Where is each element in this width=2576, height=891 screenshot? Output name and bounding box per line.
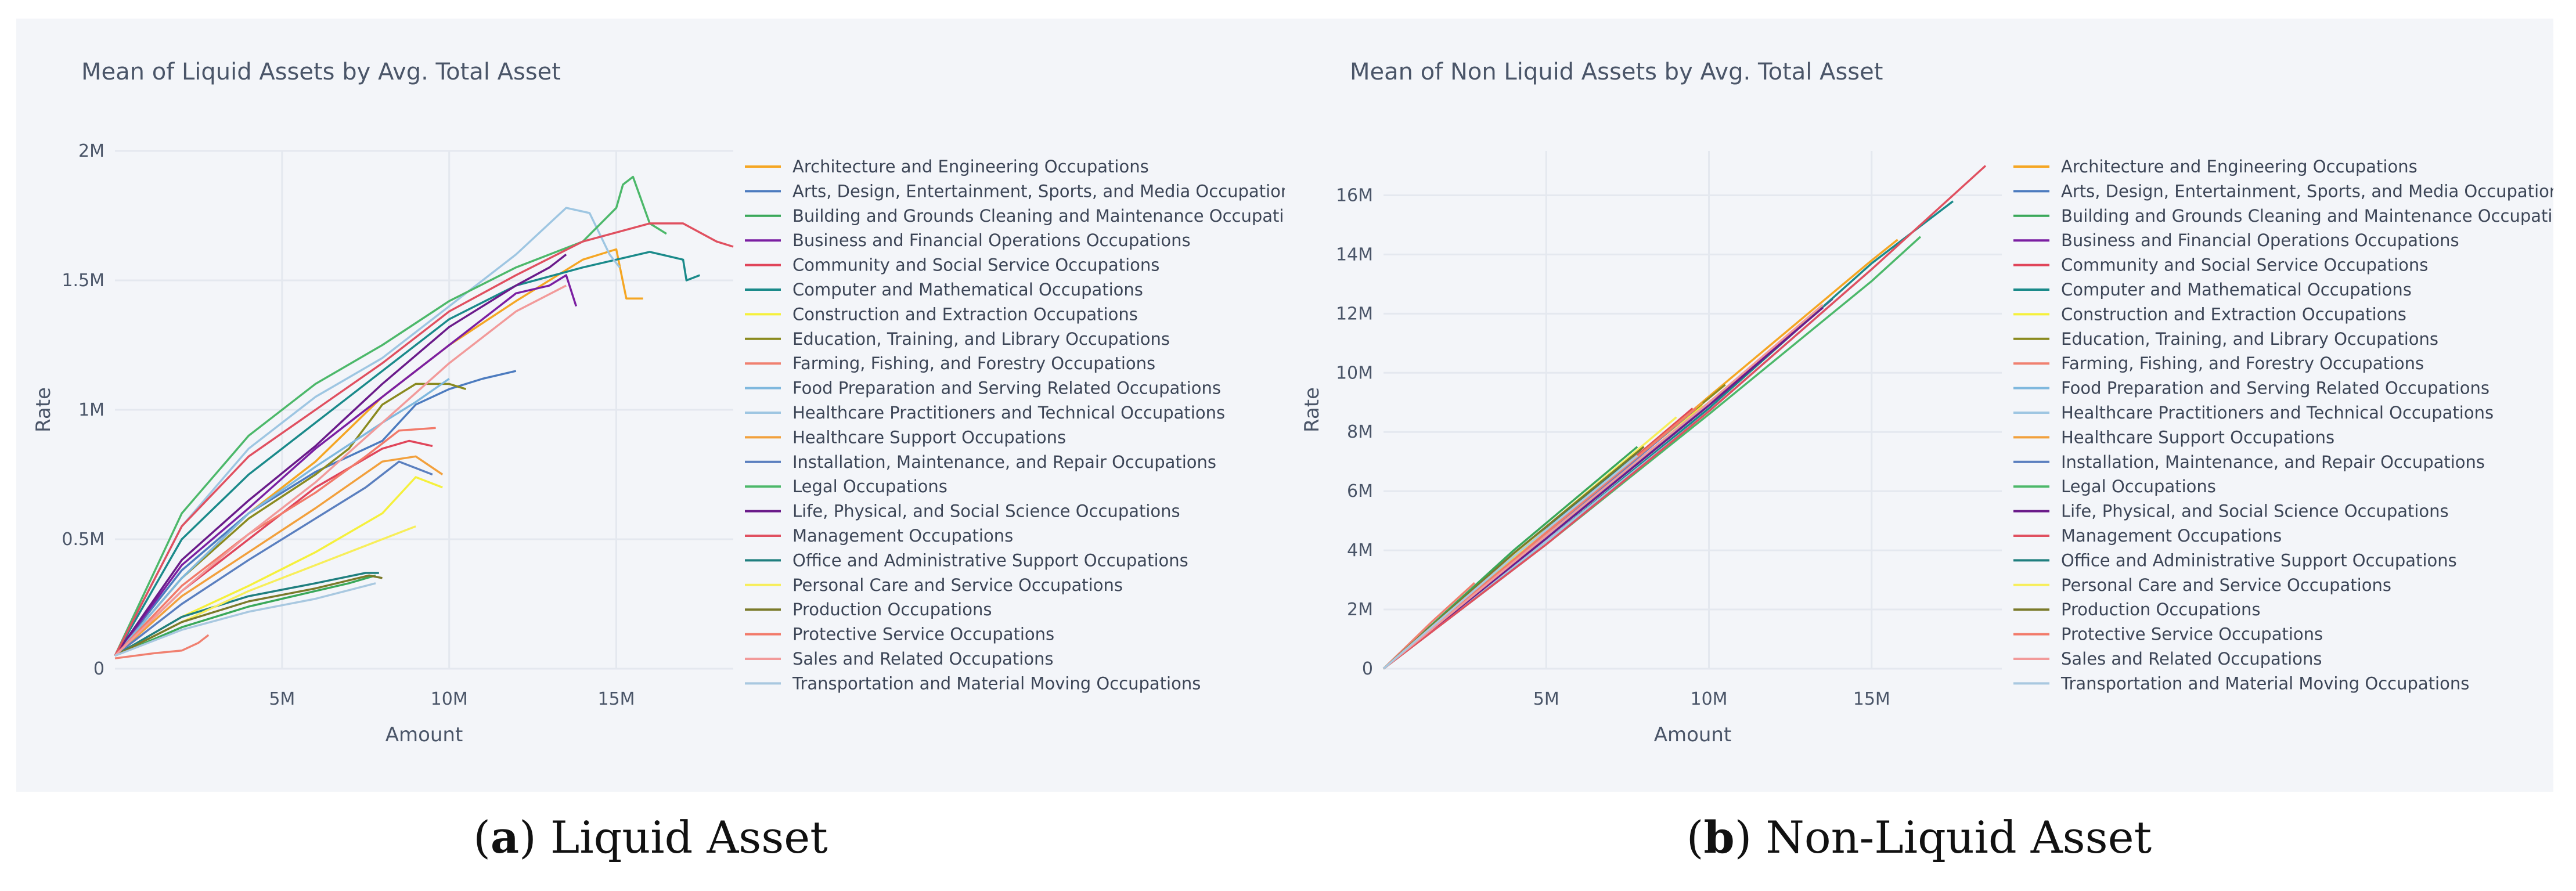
chart1-series-line-15 [1382,165,1987,670]
chart0-legend-label-16: Office and Administrative Support Occupa… [792,550,1188,570]
chart0-series-line-16 [114,572,379,657]
chart0-series-line-8 [114,634,210,659]
chart0-y-tick-label-2: 1M [78,400,105,420]
chart0-legend-label-2: Building and Grounds Cleaning and Mainte… [792,206,1285,226]
chart0-series-line-7 [114,383,467,656]
chart0-legend-label-15: Management Occupations [792,526,1013,546]
chart1-legend-label-15: Management Occupations [2061,526,2282,546]
chart0-legend-label-1: Arts, Design, Entertainment, Sports, and… [792,181,1285,201]
chart0-legend-label-10: Healthcare Practitioners and Technical O… [792,403,1225,423]
chart1-series-line-20 [1382,304,1824,670]
chart0-series-line-15 [114,222,734,656]
chart0-legend-label-18: Production Occupations [792,600,992,619]
chart1-x-tick-label-1: 10M [1690,689,1727,709]
chart1-y-tick-label-2: 4M [1347,540,1373,561]
chart1-legend-label-2: Building and Grounds Cleaning and Mainte… [2061,206,2553,226]
chart0-series-line-1 [114,370,517,656]
chart1-legend-label-7: Education, Training, and Library Occupat… [2061,329,2438,349]
chart0-x-tick-label-0: 5M [269,689,295,709]
chart0-y-axis-label: Rate [32,387,55,432]
chart0-title: Mean of Liquid Assets by Avg. Total Asse… [81,59,561,85]
chart0-legend-label-3: Business and Financial Operations Occupa… [792,230,1191,250]
chart0-legend-label-8: Farming, Fishing, and Forestry Occupatio… [792,353,1155,373]
chart0-legend-label-7: Education, Training, and Library Occupat… [792,329,1170,349]
chart1-y-tick-label-6: 12M [1336,304,1373,324]
chart0-legend-label-5: Computer and Mathematical Occupations [792,280,1143,300]
chart1-y-tick-label-4: 8M [1347,422,1373,442]
chart0-legend-label-14: Life, Physical, and Social Science Occup… [792,502,1180,521]
chart1-series-line-21 [1382,454,1638,670]
chart0-series-line-12 [114,460,433,657]
chart1-x-axis-label: Amount [1654,723,1732,746]
non-liquid-assets-chart: 5M 10M 15M 0 2M 4M 6M 8M 10M 12M 14M 16M Mean of Non… [1300,59,2553,746]
chart0-series-line-2 [114,574,376,657]
chart0-series-line-9 [114,378,450,656]
chart1-legend-label-16: Office and Administrative Support Occupa… [2061,550,2457,570]
chart1-legend-label-18: Production Occupations [2061,600,2260,619]
chart1-legend-label-19: Protective Service Occupations [2061,625,2323,644]
chart1-y-tick-label-8: 16M [1336,185,1373,205]
liquid-assets-chart-panel: 5M 10M 15M 0 0.5M 1M 1.5M 2M Mean of Liquid Asse… [16,19,1285,792]
chart1-legend-label-14: Life, Physical, and Social Science Occup… [2061,502,2449,521]
chart1-legend-label-8: Farming, Fishing, and Forestry Occupatio… [2061,353,2424,373]
caption-non-liquid-asset: (b) Non-Liquid Asset [1686,811,2152,863]
chart1-y-axis-label: Rate [1300,387,1324,432]
chart0-y-tick-label-1: 0.5M [62,529,105,550]
chart1-x-tick-label-2: 15M [1853,689,1890,709]
chart1-legend-label-0: Architecture and Engineering Occupations [2061,157,2418,176]
chart1-y-tick-label-7: 14M [1336,244,1373,265]
chart0-series-line-6 [114,476,443,657]
chart0-legend-label-17: Personal Care and Service Occupations [792,575,1123,595]
chart1-legend-label-3: Business and Financial Operations Occupa… [2061,230,2459,250]
caption-liquid-asset: (a) Liquid Asset [473,811,828,863]
chart1-legend-label-6: Construction and Extraction Occupations [2061,304,2406,324]
chart0-x-tick-label-2: 15M [597,689,635,709]
chart0-legend-label-6: Construction and Extraction Occupations [792,304,1138,324]
chart1-legend-label-21: Transportation and Material Moving Occup… [2060,673,2469,693]
chart0-legend-label-4: Community and Social Service Occupations [792,255,1159,275]
chart0-series-line-11 [114,455,444,657]
chart0-series-line-20 [114,284,567,656]
chart0-y-tick-label-0: 0 [93,659,105,679]
chart0-series-line-19 [114,427,436,656]
chart0-legend-label-11: Healthcare Support Occupations [792,427,1066,447]
chart0-y-tick-label-3: 1.5M [62,270,105,291]
chart1-legend-label-11: Healthcare Support Occupations [2061,427,2334,447]
non-liquid-assets-chart-panel: 5M 10M 15M 0 2M 4M 6M 8M 10M 12M 14M 16M Mean of Non… [1285,19,2553,792]
chart1-legend-label-4: Community and Social Service Occupations [2061,255,2428,275]
chart0-series-line-18 [114,574,383,657]
chart1-legend-label-13: Legal Occupations [2061,477,2216,496]
chart0-y-tick-label-4: 2M [78,141,105,161]
chart0-legend-label-9: Food Preparation and Serving Related Occ… [792,378,1221,398]
chart1-legend-label-12: Installation, Maintenance, and Repair Oc… [2061,452,2485,472]
chart0-series-line-21 [114,582,376,657]
chart1-legend-label-10: Healthcare Practitioners and Technical O… [2061,403,2494,423]
chart0-x-tick-label-1: 10M [431,689,468,709]
chart1-legend-label-9: Food Preparation and Serving Related Occ… [2061,378,2489,398]
chart0-legend-label-12: Installation, Maintenance, and Repair Oc… [792,452,1216,472]
chart0-legend-label-20: Sales and Related Occupations [792,649,1053,669]
chart1-y-tick-label-3: 6M [1347,481,1373,502]
chart0-series-line-3 [114,274,578,656]
chart0-legend-label-21: Transportation and Material Moving Occup… [792,673,1201,693]
chart1-series-line-8 [1382,582,1476,670]
chart1-x-tick-label-0: 5M [1533,689,1559,709]
chart0-series-line-14 [114,254,567,656]
chart0-series-line-5 [114,251,701,656]
liquid-assets-chart: 5M 10M 15M 0 0.5M 1M 1.5M 2M Mean of Liquid Asse… [32,59,1285,746]
chart0-legend-label-19: Protective Service Occupations [792,625,1054,644]
chart1-y-tick-label-0: 0 [1362,659,1373,679]
chart1-y-tick-label-1: 2M [1347,600,1373,620]
chart1-series-line-14 [1382,306,1824,670]
chart1-legend-label-5: Computer and Mathematical Occupations [2061,280,2412,300]
chart1-legend-label-1: Arts, Design, Entertainment, Sports, and… [2061,181,2553,201]
chart0-legend-label-13: Legal Occupations [792,477,947,496]
chart1-legend-label-17: Personal Care and Service Occupations [2061,575,2391,595]
chart1-title: Mean of Non Liquid Assets by Avg. Total … [1350,59,1883,85]
chart0-legend-label-0: Architecture and Engineering Occupations [792,157,1149,176]
chart1-legend-label-20: Sales and Related Occupations [2061,649,2322,669]
chart0-series-line-13 [114,175,667,656]
chart1-y-tick-label-5: 10M [1336,363,1373,383]
chart0-x-axis-label: Amount [386,723,463,746]
